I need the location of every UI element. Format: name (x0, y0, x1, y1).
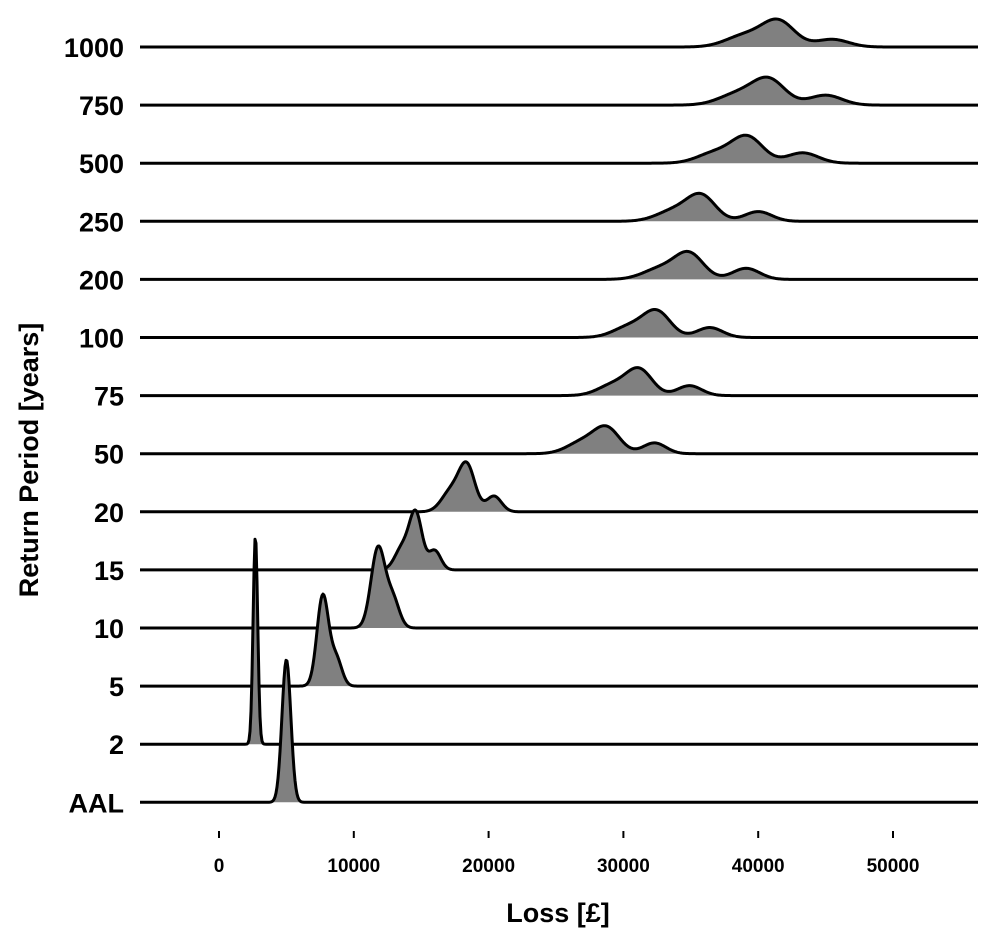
x-axis-title: Loss [£] (506, 898, 610, 928)
x-tick-label: 40000 (732, 856, 785, 877)
row-label: 15 (94, 556, 124, 586)
row-label: 75 (94, 382, 124, 412)
x-tick-label: 0 (214, 856, 225, 877)
row-label: 750 (79, 91, 124, 121)
ridge-outline (139, 191, 979, 223)
x-axis: 0 10000 20000 30000 40000 50000 (214, 831, 920, 877)
ridge-outline (139, 17, 979, 49)
x-tick-label: 30000 (597, 856, 650, 877)
ridge-500 (139, 133, 979, 165)
ridge-outline (139, 508, 979, 572)
ridge-layer (139, 17, 979, 804)
ridge-75 (139, 366, 979, 398)
row-label: 50 (94, 440, 124, 470)
row-label: 1000 (64, 33, 124, 63)
x-tick-label: 10000 (327, 856, 380, 877)
ridge-area (140, 461, 978, 512)
row-label-layer: 1000 750 500 250 200 100 75 50 20 15 10 5 2 AAL (64, 33, 124, 818)
ridge-5 (139, 592, 979, 688)
ridge-outline (139, 75, 979, 107)
ridge-1000 (139, 17, 979, 49)
ridge-50 (139, 424, 979, 456)
ridge-750 (139, 75, 979, 107)
ridge-area (140, 546, 978, 628)
ridge-200 (139, 249, 979, 281)
ridge-outline (139, 658, 979, 804)
ridge-area (140, 660, 978, 803)
ridge-15 (139, 508, 979, 572)
ridge-outline (139, 460, 979, 514)
x-tick-label: 20000 (462, 856, 515, 877)
row-label: 20 (94, 498, 124, 528)
ridge-outline (139, 424, 979, 456)
ridge-10 (139, 544, 979, 630)
ridge-area (140, 367, 978, 396)
ridge-outline (139, 544, 979, 630)
ridge-aal (139, 658, 979, 804)
y-axis-title: Return Period [years] (14, 323, 44, 598)
ridge-area (140, 594, 978, 687)
x-tick-label: 50000 (867, 856, 920, 877)
row-label: 10 (94, 614, 124, 644)
ridge-100 (139, 308, 979, 339)
ridge-outline (139, 592, 979, 688)
row-label: 500 (79, 149, 124, 179)
ridge-250 (139, 191, 979, 223)
ridge-outline (139, 366, 979, 398)
row-label: 2 (109, 730, 124, 760)
ridge-20 (139, 460, 979, 514)
ridge-area (140, 135, 978, 164)
ridge-area (140, 77, 978, 106)
row-label: 250 (79, 207, 124, 237)
row-label: AAL (69, 788, 125, 818)
ridge-area (140, 19, 978, 47)
row-label: 100 (79, 324, 124, 354)
ridge-outline (139, 249, 979, 281)
ridge-area (140, 251, 978, 280)
ridge-outline (139, 308, 979, 339)
row-label: 5 (109, 672, 124, 702)
ridge-area (140, 509, 978, 570)
ridge-area (140, 309, 978, 338)
row-label: 200 (79, 265, 124, 295)
ridge-area (140, 193, 978, 222)
ridge-outline (139, 133, 979, 165)
